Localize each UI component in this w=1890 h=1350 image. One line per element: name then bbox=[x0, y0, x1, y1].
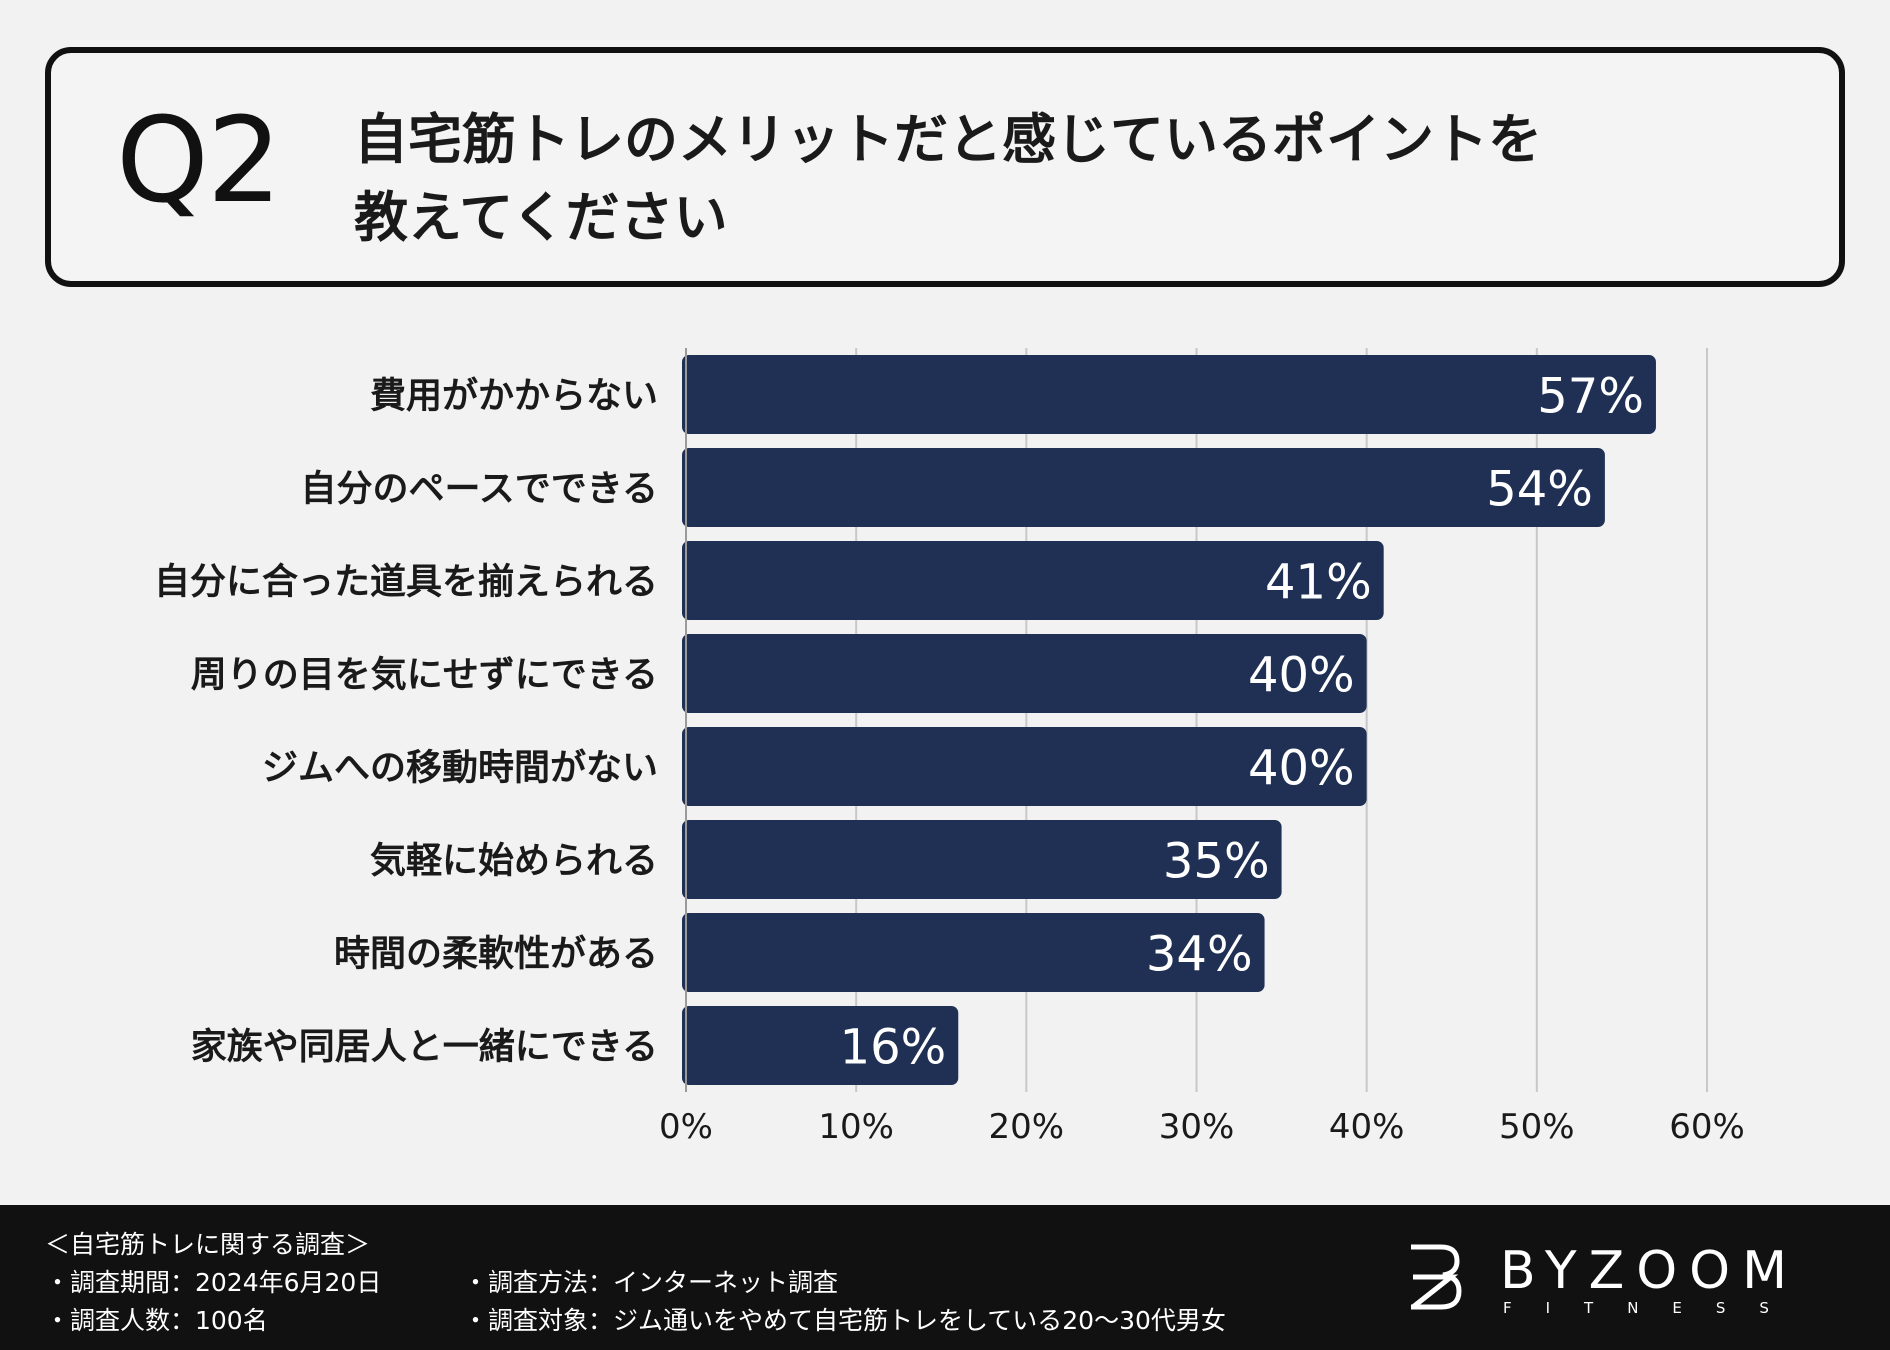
question-line-2: 教えてください bbox=[354, 186, 728, 249]
x-tick-label: 20% bbox=[989, 1107, 1065, 1147]
question-number: Q2 bbox=[116, 91, 282, 229]
category-label: 費用がかからない bbox=[370, 376, 658, 417]
brand-subtitle: FITNESS bbox=[1503, 1299, 1803, 1317]
bar-value-label: 41% bbox=[1265, 555, 1372, 611]
survey-period: ・調査期間：2024年6月20日 bbox=[45, 1268, 382, 1297]
category-label: 自分に合った道具を揃えられる bbox=[154, 562, 658, 603]
question-line-1: 自宅筋トレのメリットだと感じているポイントを bbox=[354, 108, 1542, 171]
x-tick-label: 40% bbox=[1329, 1107, 1405, 1147]
brand-logo-icon bbox=[1411, 1244, 1462, 1310]
x-tick-label: 0% bbox=[659, 1107, 713, 1147]
bar bbox=[682, 541, 1384, 620]
category-label: ジムへの移動時間がない bbox=[262, 748, 658, 789]
survey-title: ＜自宅筋トレに関する調査＞ bbox=[45, 1230, 371, 1259]
bar-value-label: 40% bbox=[1248, 741, 1355, 797]
bar bbox=[682, 820, 1282, 899]
question-box: Q2 自宅筋トレのメリットだと感じているポイントを 教えてください bbox=[45, 47, 1845, 287]
bar-value-label: 40% bbox=[1248, 648, 1355, 704]
bar bbox=[682, 448, 1605, 527]
bar bbox=[682, 634, 1367, 713]
bar bbox=[682, 727, 1367, 806]
survey-target: ・調査対象：ジム通いをやめて自宅筋トレをしている20〜30代男女 bbox=[463, 1306, 1226, 1335]
category-label: 周りの目を気にせずにできる bbox=[191, 655, 658, 696]
x-tick-label: 10% bbox=[818, 1107, 894, 1147]
category-label: 家族や同居人と一緒にできる bbox=[191, 1027, 658, 1068]
bar bbox=[682, 913, 1265, 992]
bar-chart: 0% 10% 20% 30% 40% 50% 60% 57% 費用がかからない 54% 自分のペース… bbox=[154, 348, 1745, 1147]
footer: ＜自宅筋トレに関する調査＞ ・調査期間：2024年6月20日 ・調査人数：100… bbox=[0, 1205, 1890, 1350]
bar-value-label: 16% bbox=[840, 1020, 947, 1076]
x-tick-label: 30% bbox=[1159, 1107, 1235, 1147]
category-label: 気軽に始められる bbox=[370, 841, 658, 882]
question-text: 自宅筋トレのメリットだと感じているポイントを 教えてください bbox=[354, 101, 1754, 257]
bar-value-label: 34% bbox=[1146, 927, 1253, 983]
bar-value-label: 54% bbox=[1486, 462, 1593, 518]
category-label: 時間の柔軟性がある bbox=[334, 934, 658, 975]
category-label: 自分のペースでできる bbox=[301, 469, 658, 510]
x-tick-label: 50% bbox=[1499, 1107, 1575, 1147]
survey-method: ・調査方法：インターネット調査 bbox=[463, 1268, 839, 1297]
bar-value-label: 35% bbox=[1163, 834, 1270, 890]
bar-value-label: 57% bbox=[1537, 369, 1644, 425]
bar bbox=[682, 1006, 959, 1085]
x-tick-label: 60% bbox=[1669, 1107, 1745, 1147]
survey-respondents: ・調査人数：100名 bbox=[45, 1306, 268, 1335]
bar bbox=[682, 355, 1656, 434]
brand-name: BYZOOM bbox=[1500, 1241, 1799, 1301]
